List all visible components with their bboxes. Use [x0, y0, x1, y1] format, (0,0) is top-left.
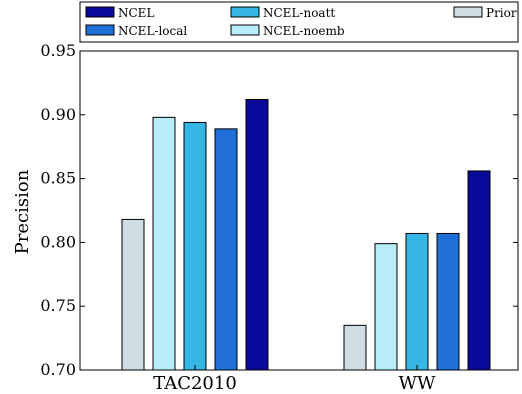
plot-frame — [79, 50, 519, 371]
y-axis-title: Precision — [12, 169, 33, 254]
x-tick-label: WW — [398, 373, 436, 394]
bar-ncel-ww — [467, 170, 491, 371]
y-tick-label: 0.80 — [40, 232, 76, 251]
bar-ncel-tac2010 — [245, 98, 269, 371]
y-tick-label: 0.95 — [40, 41, 76, 60]
legend-swatch-ncel — [85, 6, 115, 18]
bar-prior-tac2010 — [121, 218, 145, 371]
plot-area — [79, 50, 519, 371]
y-tick-label: 0.90 — [40, 105, 76, 124]
legend-swatch-prior — [453, 6, 483, 18]
legend-swatch-ncel-local — [85, 24, 115, 36]
bar-ncel-noatt-ww — [405, 232, 429, 371]
bar-ncel-noemb-tac2010 — [152, 116, 176, 371]
bar-ncel-noatt-tac2010 — [183, 121, 207, 371]
x-axis: TAC2010 WW — [153, 365, 436, 394]
y-tick-label: 0.85 — [40, 169, 76, 188]
legend-label: Prior — [486, 6, 517, 20]
y-tick-label: 0.70 — [40, 360, 76, 379]
x-tick-label: TAC2010 — [153, 373, 237, 394]
bar-prior-ww — [343, 324, 367, 371]
legend-label: NCEL-local — [118, 24, 187, 38]
bar-ncel-local-tac2010 — [214, 128, 238, 371]
legend-label: NCEL-noemb — [263, 24, 345, 38]
y-tick-label: 0.75 — [40, 296, 76, 315]
bar-ncel-noemb-ww — [374, 243, 398, 371]
legend-label: NCEL — [118, 6, 154, 20]
legend-label: NCEL-noatt — [263, 6, 335, 20]
legend-swatch-ncel-noatt — [230, 6, 260, 18]
y-axis: 0.70 0.75 0.80 0.85 0.90 0.95 — [40, 41, 518, 379]
bar-ncel-local-ww — [436, 232, 460, 371]
legend-box — [79, 1, 519, 43]
legend-swatch-ncel-noemb — [230, 24, 260, 36]
legend: NCEL NCEL-local NCEL-noatt NCEL-noemb Prior — [79, 1, 519, 43]
